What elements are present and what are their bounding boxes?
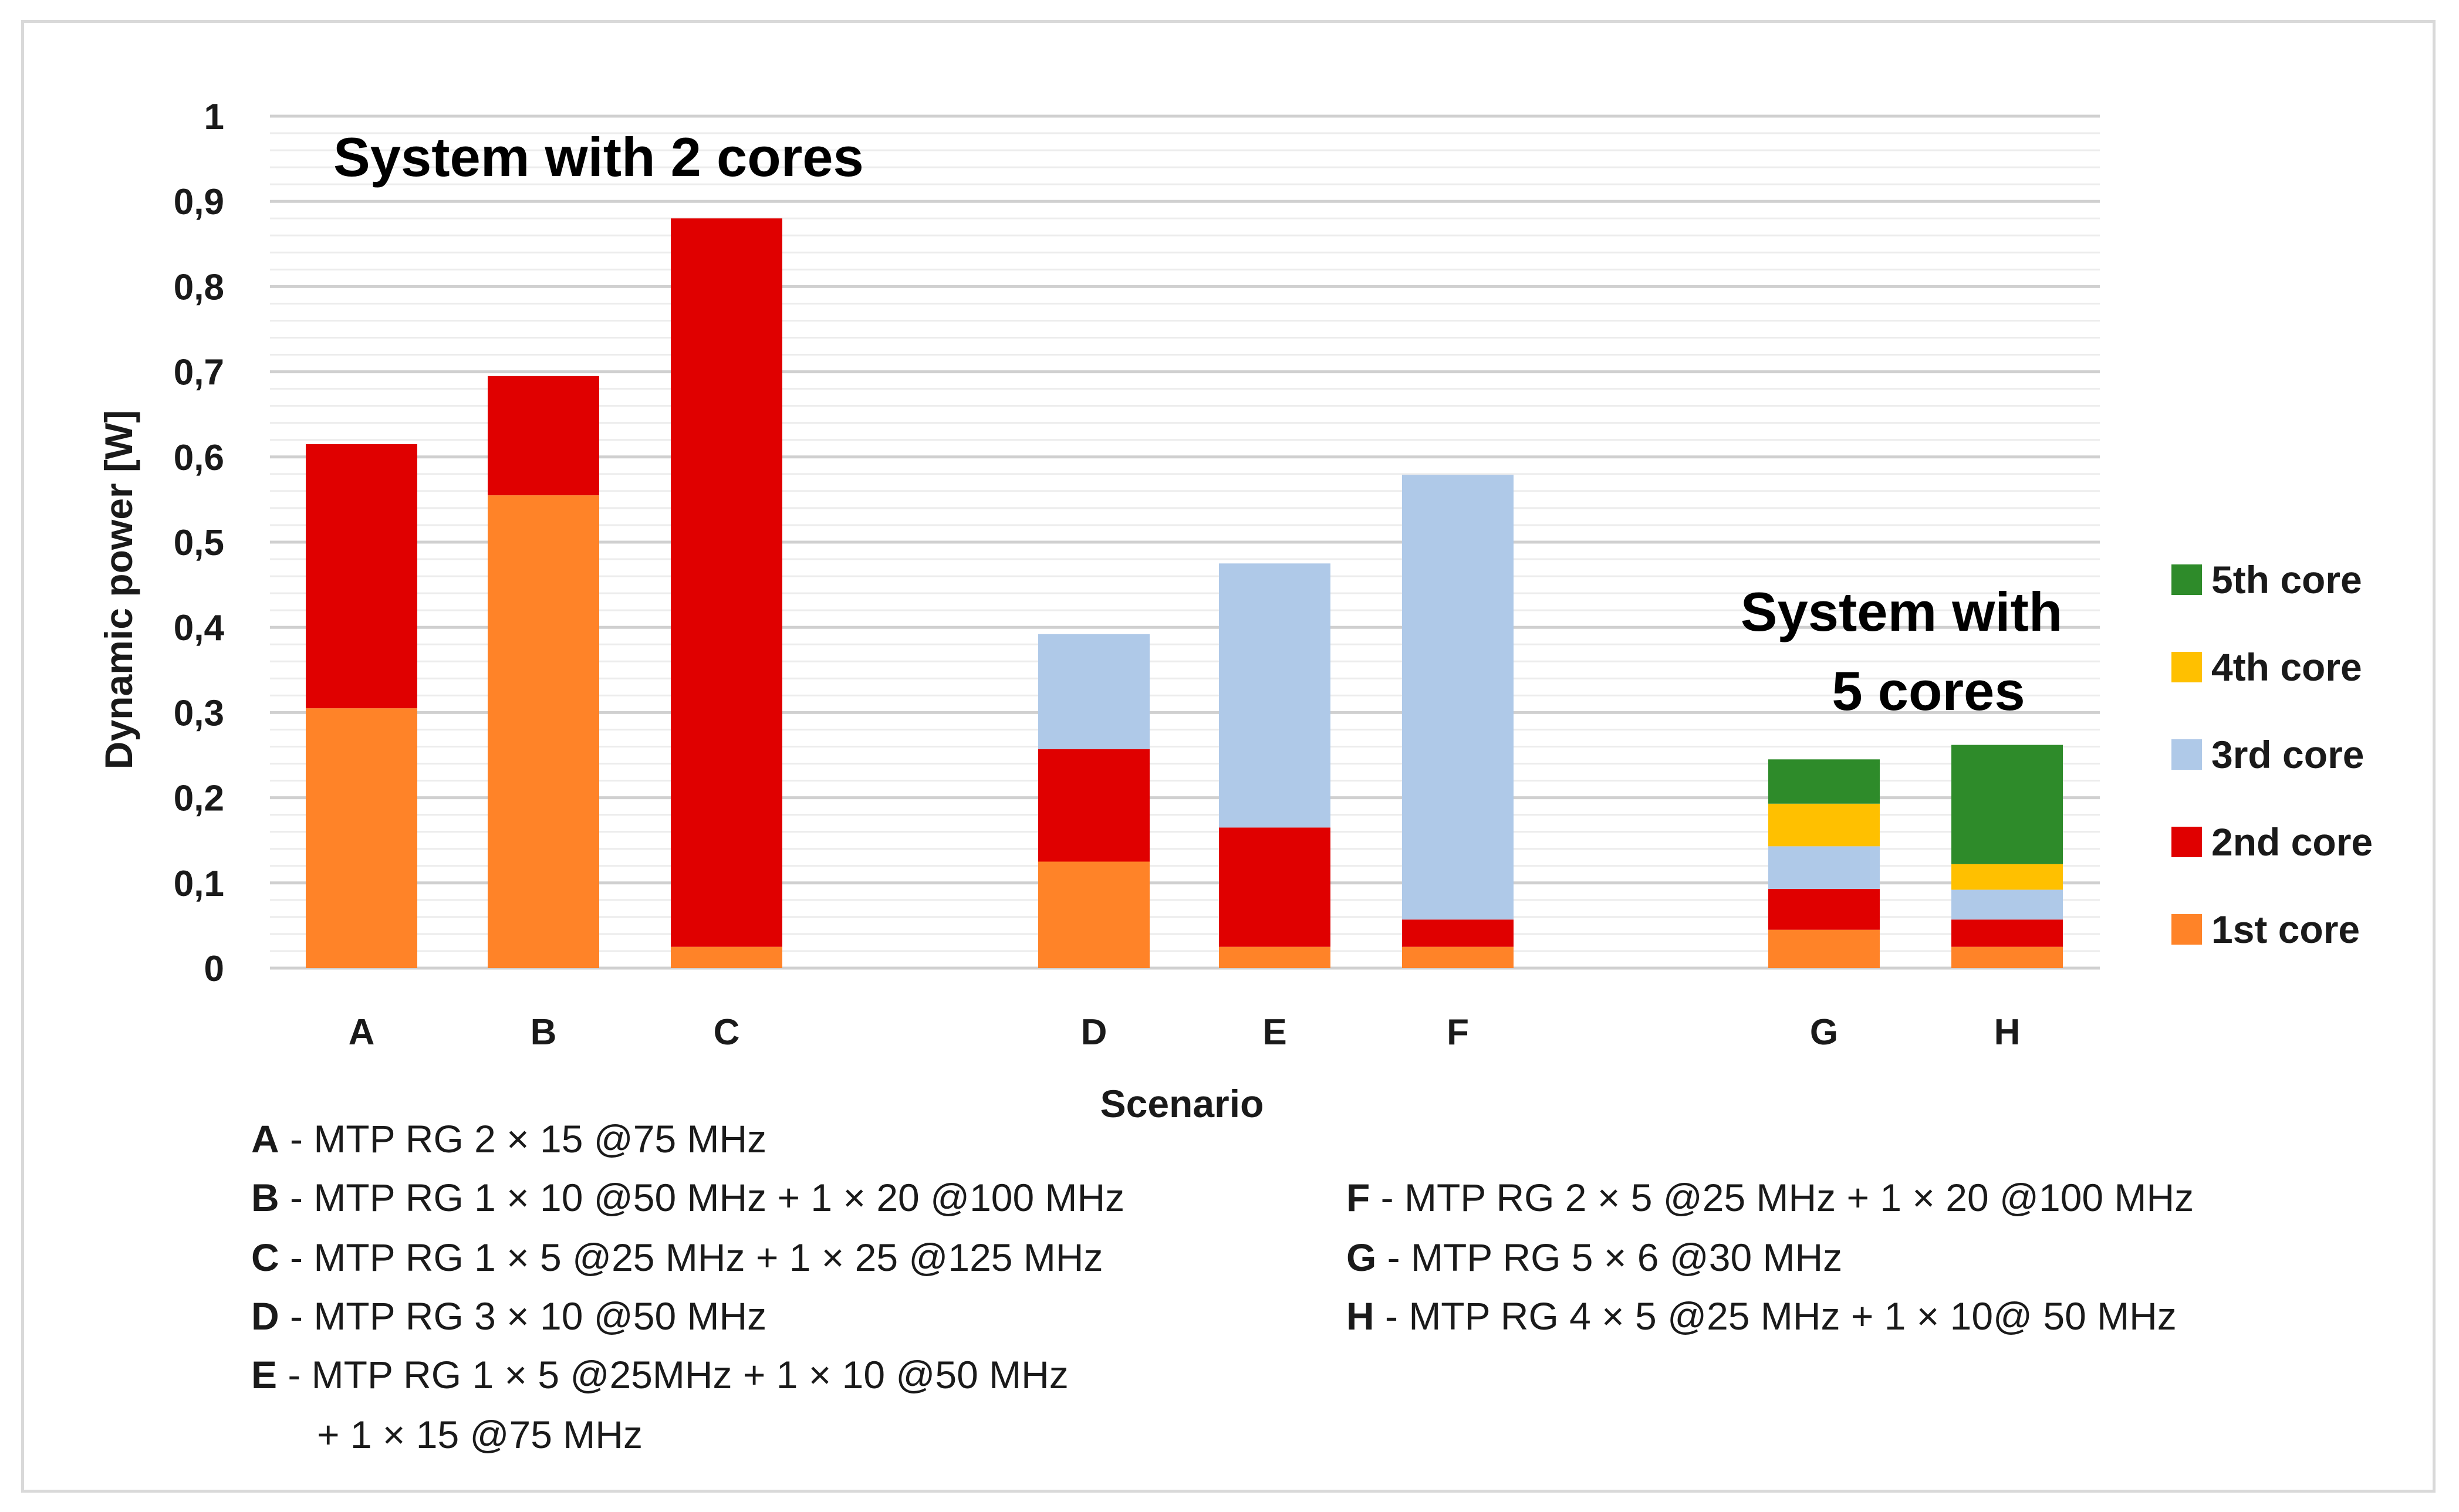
y-tick-label: 1 (204, 97, 224, 137)
y-tick-label: 0,8 (174, 267, 224, 307)
description-text: - MTP RG 3 × 10 @50 MHz (279, 1294, 767, 1338)
x-tick-labels: A B C D E F G H (349, 1012, 2021, 1053)
x-tick-label: F (1447, 1012, 1469, 1053)
bar-G-2nd-core (1768, 888, 1880, 930)
x-tick-label: A (349, 1012, 375, 1053)
bar-H-5th-core (1951, 745, 2063, 864)
description-key: F (1346, 1176, 1370, 1219)
y-tick-label: 0,7 (174, 353, 224, 393)
x-tick-label: B (531, 1012, 557, 1053)
description-d: D - MTP RG 3 × 10 @50 MHz (251, 1297, 766, 1335)
bar-E-2nd-core (1219, 827, 1330, 947)
bar-H-1st-core (1951, 946, 2063, 968)
bar-B-2nd-core (488, 376, 599, 496)
bar-D-2nd-core (1038, 749, 1150, 862)
legend-swatch (2171, 827, 2202, 857)
bar-A-2nd-core (306, 444, 417, 709)
description-c: C - MTP RG 1 × 5 @25 MHz + 1 × 25 @125 M… (251, 1238, 1103, 1277)
description-text: - MTP RG 2 × 5 @25 MHz + 1 × 20 @100 MHz (1370, 1176, 2194, 1219)
bar-A-1st-core (306, 708, 417, 968)
description-text: - MTP RG 4 × 5 @25 MHz + 1 × 10@ 50 MHz (1374, 1294, 2177, 1338)
bar-E-1st-core (1219, 946, 1330, 968)
bar-H-4th-core (1951, 864, 2063, 890)
description-key: E (251, 1353, 278, 1396)
y-tick-label: 0,1 (174, 864, 224, 904)
description-key: C (251, 1236, 279, 1279)
description-g: G - MTP RG 5 × 6 @30 MHz (1346, 1238, 1842, 1277)
y-tick-label: 0 (204, 949, 224, 989)
bar-G-5th-core (1768, 759, 1880, 804)
x-tick-label: C (714, 1012, 740, 1053)
y-tick-label: 0,5 (174, 523, 224, 563)
bar-H-3rd-core (1951, 889, 2063, 920)
description-e-continuation: + 1 × 15 @75 MHz (317, 1415, 643, 1454)
description-a: A - MTP RG 2 × 15 @75 MHz (251, 1119, 766, 1158)
description-b: B - MTP RG 1 × 10 @50 MHz + 1 × 20 @100 … (251, 1178, 1124, 1217)
bar-D-3rd-core (1038, 634, 1150, 749)
chart-frame (21, 20, 2436, 1493)
description-e: E - MTP RG 1 × 5 @25MHz + 1 × 10 @50 MHz (251, 1355, 1069, 1394)
y-tick-label: 0,3 (174, 693, 224, 733)
bar-E-3rd-core (1219, 563, 1330, 828)
description-text: - MTP RG 1 × 5 @25 MHz + 1 × 25 @125 MHz (279, 1236, 1103, 1279)
bar-F-2nd-core (1402, 919, 1514, 947)
bar-F-1st-core (1402, 946, 1514, 968)
bar-B-1st-core (488, 495, 599, 968)
x-tick-label: E (1262, 1012, 1286, 1053)
legend-swatch (2171, 914, 2202, 945)
bar-C-1st-core (671, 946, 782, 968)
legend-label: 2nd core (2211, 820, 2373, 864)
bar-C-2nd-core (671, 218, 782, 947)
description-key: G (1346, 1236, 1377, 1279)
group-label-5-cores-line-1: System with (1741, 581, 2063, 642)
legend-swatch (2171, 739, 2202, 770)
description-text: - MTP RG 5 × 6 @30 MHz (1376, 1236, 1843, 1279)
y-tick-label: 0,2 (174, 779, 224, 819)
description-key: D (251, 1294, 279, 1338)
bar-H-2nd-core (1951, 919, 2063, 947)
legend-swatch (2171, 652, 2202, 682)
y-tick-label: 0,4 (174, 608, 225, 648)
x-tick-label: G (1810, 1012, 1838, 1053)
bar-G-4th-core (1768, 803, 1880, 847)
legend-swatch (2171, 564, 2202, 595)
bar-F-3rd-core (1402, 475, 1514, 920)
x-tick-label: D (1081, 1012, 1107, 1053)
description-h: H - MTP RG 4 × 5 @25 MHz + 1 × 10@ 50 MH… (1346, 1297, 2177, 1335)
y-tick-labels: 0 0,1 0,2 0,3 0,4 0,5 0,6 0,7 0,8 0,9 1 (174, 97, 225, 989)
legend-label: 5th core (2211, 558, 2362, 601)
description-f: F - MTP RG 2 × 5 @25 MHz + 1 × 20 @100 M… (1346, 1178, 2194, 1217)
x-axis-label: Scenario (1100, 1082, 1264, 1125)
y-tick-label: 0,6 (174, 438, 224, 478)
description-key: H (1346, 1294, 1374, 1338)
group-label-2-cores: System with 2 cores (333, 126, 864, 188)
bar-G-1st-core (1768, 929, 1880, 968)
description-text: + 1 × 15 @75 MHz (317, 1413, 643, 1456)
x-tick-label: H (1994, 1012, 2021, 1053)
description-text: - MTP RG 1 × 5 @25MHz + 1 × 10 @50 MHz (277, 1353, 1069, 1396)
description-key: A (251, 1117, 279, 1161)
legend-label: 1st core (2211, 908, 2360, 951)
legend-label: 3rd core (2211, 733, 2364, 776)
description-text: - MTP RG 2 × 15 @75 MHz (279, 1117, 767, 1161)
bar-G-3rd-core (1768, 846, 1880, 889)
legend: 5th core 4th core 3rd core 2nd core 1st core (2171, 558, 2373, 951)
bars (306, 218, 2063, 968)
description-key: B (251, 1176, 279, 1219)
y-tick-label: 0,9 (174, 182, 224, 222)
legend-label: 4th core (2211, 645, 2362, 689)
description-text: - MTP RG 1 × 10 @50 MHz + 1 × 20 @100 MH… (279, 1176, 1125, 1219)
y-axis-label: Dynamic power [W] (97, 410, 140, 769)
group-label-5-cores-line-2: 5 cores (1832, 660, 2025, 722)
bar-D-1st-core (1038, 861, 1150, 968)
